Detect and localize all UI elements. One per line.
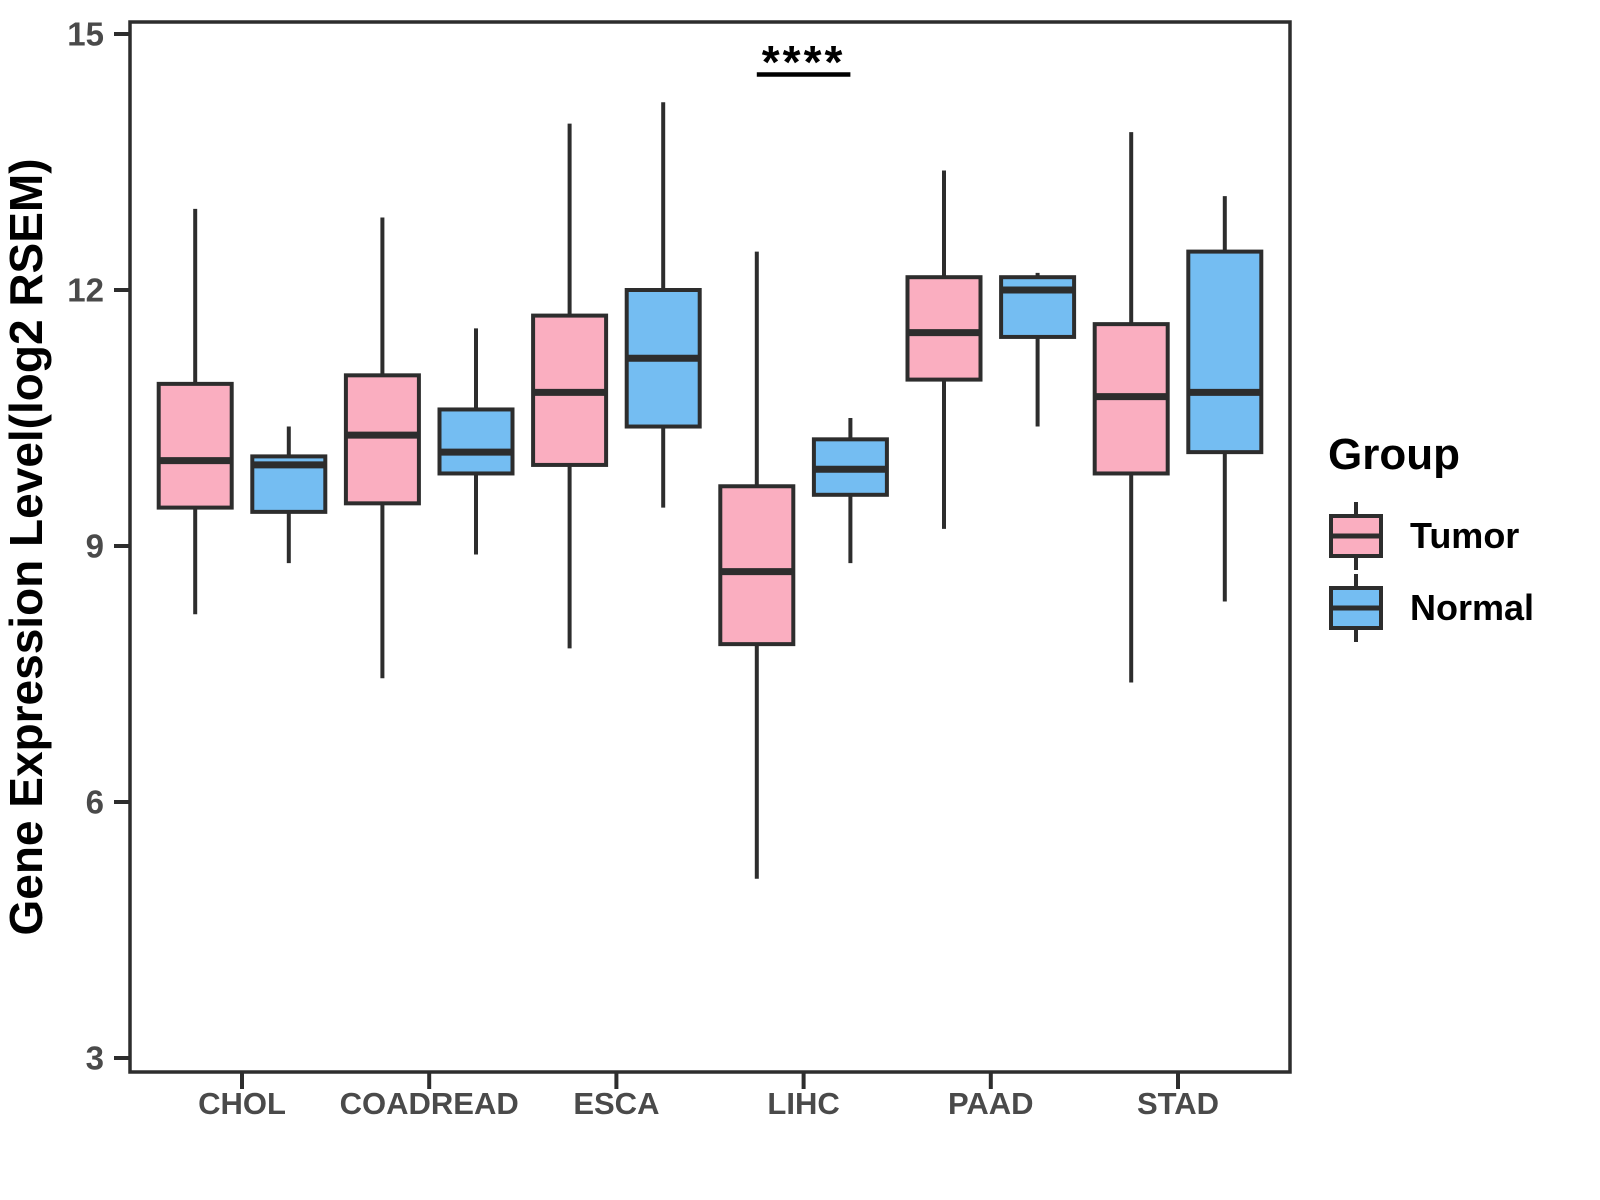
x-tick-label: CHOL [198,1086,286,1121]
y-tick-label: 12 [67,272,104,309]
y-tick-label: 15 [67,16,104,53]
x-tick-label: STAD [1137,1086,1219,1121]
box-COADREAD-Normal [437,407,515,476]
x-tick-label: ESCA [573,1086,659,1121]
panel-border [128,20,1292,1074]
box-STAD-Normal [1186,249,1264,455]
legend-label-normal: Normal [1410,587,1535,628]
y-tick-label: 6 [86,784,104,821]
y-tick-label: 9 [86,528,104,565]
significance-stars: **** [762,36,846,88]
box-CHOL-Tumor [156,381,234,510]
tumor-boxplot-glyph [1329,502,1383,570]
x-tick-label: PAAD [948,1086,1034,1121]
normal-boxplot-glyph [1329,574,1383,642]
legend-item-normal: Normal [1328,572,1534,644]
legend: Group Tumor Normal [1328,430,1534,644]
box-PAAD-Normal [999,275,1077,339]
x-tick-label: LIHC [767,1086,839,1121]
y-axis-title: Gene Expression Level(log2 RSEM) [0,158,52,935]
legend-title: Group [1328,430,1460,479]
legend-item-tumor: Tumor [1328,500,1534,572]
box-PAAD-Tumor [905,275,983,382]
legend-label-tumor: Tumor [1410,515,1520,556]
box-COADREAD-Tumor [343,373,421,506]
box-LIHC-Tumor [718,484,796,647]
x-tick-label: COADREAD [340,1086,519,1121]
y-tick-label: 3 [86,1040,104,1077]
